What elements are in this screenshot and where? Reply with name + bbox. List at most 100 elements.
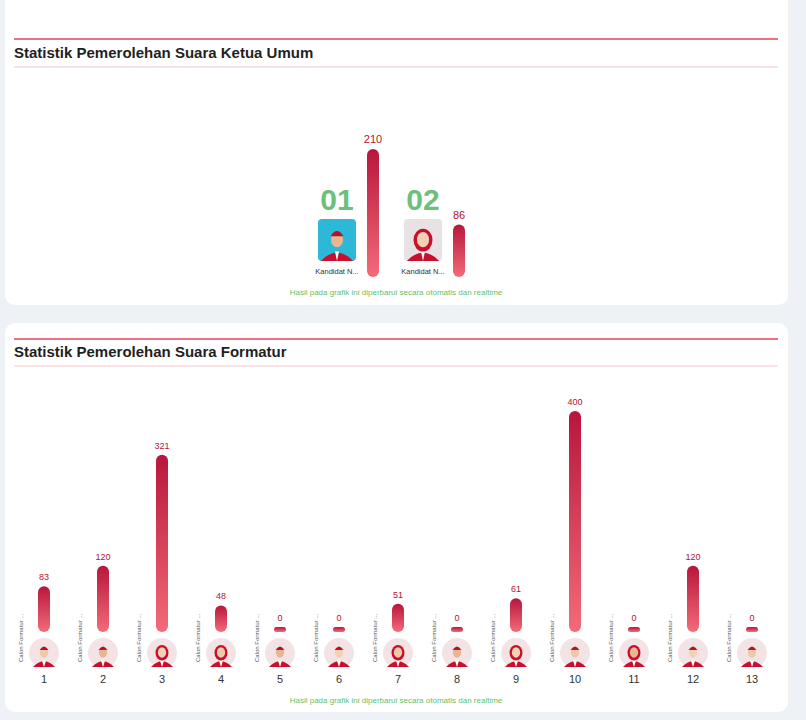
category-label: 8 [454,673,460,685]
avatar-body [623,661,645,667]
avatar-collar [278,661,282,668]
candidate-name: Calon Formatur ... [136,613,142,662]
avatar-cap [40,647,49,651]
panel [5,0,788,305]
bar [97,566,109,632]
avatar [442,638,472,668]
data-label: 321 [154,441,169,451]
avatar-body [328,661,350,667]
avatar-face [217,647,225,657]
avatar-collar [691,661,695,668]
avatar-frame [619,638,649,668]
avatar-body [321,252,353,261]
avatar-frame [324,638,354,668]
candidate-name: Calon Formatur ... [726,613,732,662]
avatar-hijab [215,645,228,661]
avatar-collar [337,661,341,668]
avatar-body [92,661,114,667]
avatar-collar [335,252,339,262]
panel-title: Statistik Pemerolehan Suara Formatur [14,343,287,360]
avatar-frame [678,638,708,668]
bar [746,627,758,632]
avatar-cap [748,647,757,651]
category-label: 1 [41,673,47,685]
avatar-face [748,647,756,657]
avatar [737,638,767,668]
bars [367,149,465,277]
avatar-collar [160,661,164,668]
avatar-cap [331,231,344,236]
bar [215,605,227,632]
data-label: 61 [511,584,521,594]
candidate-name: Kandidat N... [315,267,358,276]
avatar-collar [573,661,577,668]
avatar-frame [265,638,295,668]
labels: 21001Kandidat N...8602Kandidat N... [315,133,465,276]
avatar-frame [88,638,118,668]
avatar-cap [99,647,108,651]
avatar-hijab [628,645,641,661]
avatar [383,638,413,668]
data-label: 210 [364,133,382,145]
caption: Hasil pada grafik ini diperbarui secara … [290,696,503,705]
bar [453,225,465,277]
bar [367,149,379,277]
candidate-name: Calon Formatur ... [667,613,673,662]
candidate-name: Calon Formatur ... [313,613,319,662]
candidate-name: Calon Formatur ... [549,613,555,662]
avatar-body [269,661,291,667]
avatar-face [394,647,402,657]
avatar-face [40,647,48,657]
avatar-collar [42,661,46,668]
category-label: 9 [513,673,519,685]
data-label: 51 [393,590,403,600]
candidate-number: 01 [320,183,353,216]
candidate-name: Calon Formatur ... [77,613,83,662]
avatar-face [571,647,579,657]
avatar-collar [632,661,636,668]
avatar-collar [514,661,518,668]
avatar-cap [335,647,344,651]
avatar-face [335,647,343,657]
avatar [324,638,354,668]
avatar-hijab [414,229,433,252]
avatar-collar [396,661,400,668]
avatar [501,638,531,668]
avatar-face [630,647,638,657]
avatar [265,638,295,668]
avatar-body [387,661,409,667]
avatar-cap [689,647,698,651]
data-label: 48 [216,591,226,601]
avatar [147,638,177,668]
bar [38,586,50,632]
avatar-cap [571,647,580,651]
candidate-number: 02 [406,183,439,216]
avatar [29,638,59,668]
avatar-body [446,661,468,667]
avatar-frame [442,638,472,668]
avatar-body [505,661,527,667]
avatar-face [158,647,166,657]
avatar-frame [147,638,177,668]
title-rule [14,338,778,340]
candidate-name: Kandidat N... [401,267,444,276]
bar [569,411,581,632]
category-label: 3 [159,673,165,685]
title-rule [14,365,778,366]
avatar-body [741,661,763,667]
category-label: 4 [218,673,224,685]
avatar [88,638,118,668]
bar [156,455,168,632]
avatar-frame [501,638,531,668]
avatar-body [151,661,173,667]
category-label: 11 [628,673,639,685]
avatar-body [33,661,55,667]
data-label: 0 [336,613,341,623]
avatar-frame [404,219,442,261]
avatar-body [407,252,439,261]
avatar-frame [206,638,236,668]
category-label: 12 [687,673,699,685]
data-label: 0 [631,613,636,623]
avatar-collar [219,661,223,668]
category-label: 13 [746,673,758,685]
